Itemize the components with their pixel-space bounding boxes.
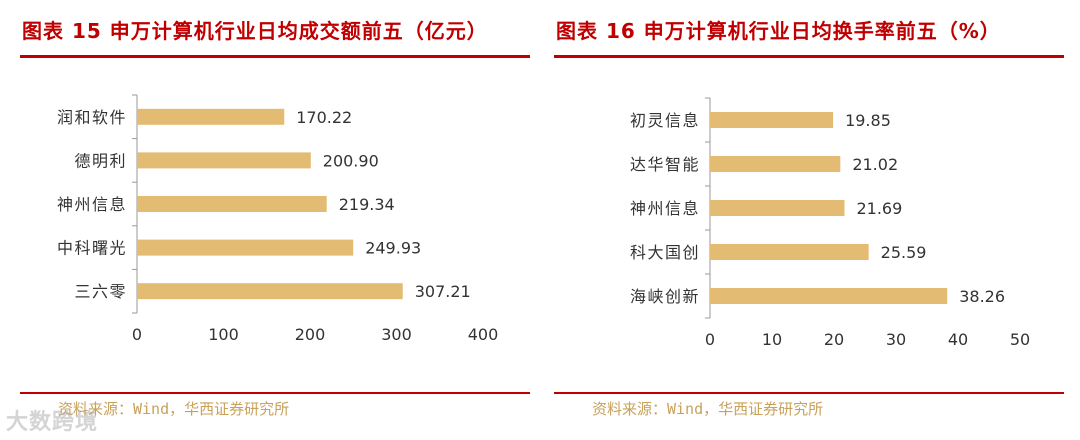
- figure-15-bar: [137, 108, 285, 125]
- figure-15-title: 图表 15 申万计算机行业日均成交额前五（亿元）: [22, 19, 488, 43]
- figure-16-value-label: 38.26: [959, 287, 1005, 306]
- figure-16-x-tick-label: 40: [948, 330, 968, 349]
- figure-15-source-rule: [20, 392, 530, 394]
- figure-15-value-label: 249.93: [365, 239, 421, 258]
- figure-15-value-label: 200.90: [323, 151, 379, 170]
- figure-15-category-label: 三六零: [74, 282, 127, 301]
- figure-16-x-tick-label: 10: [762, 330, 782, 349]
- figure-15-value-label: 170.22: [296, 108, 352, 127]
- figure-15-category-label: 德明利: [74, 151, 127, 170]
- figure-15-x-tick-label: 200: [295, 325, 326, 344]
- figure-15-bar-chart: 润和软件 170.22 德明利 200.90 神州信息 219.34 中科曙光 249.93 三…: [57, 94, 499, 344]
- figure-15-value-label: 219.34: [339, 195, 395, 214]
- figure-15-value-label: 307.21: [415, 282, 471, 301]
- figure-15-source: 资料来源：Wind，华西证券研究所: [58, 400, 290, 418]
- figure-16-value-label: 19.85: [845, 111, 891, 130]
- figure-15-bar: [137, 283, 403, 300]
- figure-16-source-rule: [554, 392, 1064, 394]
- figure-15-category-label: 神州信息: [57, 195, 127, 214]
- figure-16-category-label: 达华智能: [630, 155, 700, 174]
- figure-16-bar: [710, 244, 869, 260]
- figure-15-bar: [137, 152, 311, 169]
- figure-16-title-rule: [554, 55, 1064, 58]
- figure-16-category-label: 初灵信息: [630, 111, 700, 130]
- figure-16-category-label: 神州信息: [630, 199, 700, 218]
- figure-16-bar: [710, 200, 845, 216]
- figure-16-x-tick-label: 20: [824, 330, 844, 349]
- figure-15-x-tick-label: 300: [381, 325, 412, 344]
- figure-16-category-label: 海峡创新: [630, 287, 700, 306]
- figure-15-x-tick-label: 0: [132, 325, 142, 344]
- figure-15-category-label: 中科曙光: [57, 239, 127, 258]
- figure-16-bar: [710, 112, 834, 128]
- figure-15-bar: [137, 196, 327, 212]
- figure-16-panel: 图表 16 申万计算机行业日均换手率前五（%） 初灵信息 19.85 达华智能 21.…: [540, 0, 1080, 440]
- figure-15-x-tick-label: 400: [468, 325, 499, 344]
- figure-16-bar: [710, 288, 948, 304]
- figure-16-source: 资料来源：Wind，华西证券研究所: [592, 400, 824, 418]
- figure-15-bar: [137, 239, 354, 256]
- figure-16-x-tick-label: 50: [1010, 330, 1030, 349]
- figure-15-x-tick-label: 100: [208, 325, 239, 344]
- figure-16-value-label: 21.69: [856, 199, 902, 218]
- figure-16-category-label: 科大国创: [630, 243, 700, 262]
- watermark-logo: 大数跨境: [6, 410, 99, 435]
- figure-16-x-tick-label: 0: [705, 330, 715, 349]
- figure-16-value-label: 25.59: [881, 243, 927, 262]
- figure-16-bar-chart: 初灵信息 19.85 达华智能 21.02 神州信息 21.69 科大国创 25.59 海峡创新…: [630, 97, 1030, 349]
- figure-16-bar: [710, 156, 841, 172]
- figure-15-panel: 图表 15 申万计算机行业日均成交额前五（亿元） 润和软件 170.22 德明利 20…: [20, 19, 530, 418]
- figure-15-category-label: 润和软件: [57, 108, 127, 127]
- figure-16-value-label: 21.02: [852, 155, 898, 174]
- figure-15-title-rule: [20, 55, 530, 58]
- figure-16-x-tick-label: 30: [886, 330, 906, 349]
- figure-16-title: 图表 16 申万计算机行业日均换手率前五（%）: [556, 19, 1001, 43]
